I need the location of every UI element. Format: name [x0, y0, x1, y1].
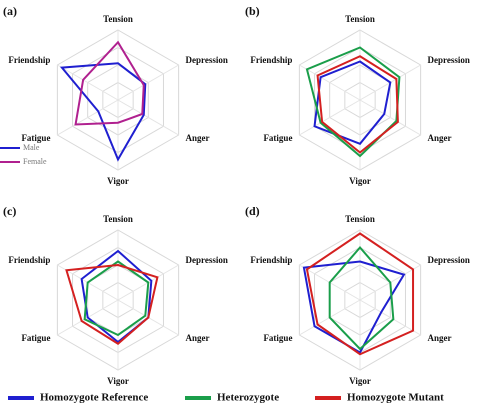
spoke — [299, 99, 361, 136]
axis-label: Friendship — [8, 255, 50, 265]
axis-label: Fatigue — [263, 133, 292, 143]
axis-label: Vigor — [349, 376, 371, 386]
spoke — [359, 299, 421, 336]
axis-label: Tension — [103, 214, 133, 224]
panel-label: (d) — [245, 204, 260, 218]
axis-label: Vigor — [107, 176, 129, 186]
legend-label: Female — [23, 157, 47, 166]
panel-label: (b) — [245, 4, 260, 18]
axis-label: Anger — [428, 133, 452, 143]
legend-label: Male — [23, 143, 40, 152]
axis-label: Anger — [186, 333, 210, 343]
series-line — [74, 40, 145, 126]
series-line — [316, 55, 399, 154]
series-line — [305, 232, 415, 356]
spoke — [57, 64, 119, 101]
legend-label: Heterozygote — [217, 392, 279, 404]
series-line — [59, 62, 147, 162]
series-line — [313, 60, 392, 145]
spoke — [359, 99, 421, 136]
axis-label: Tension — [345, 214, 375, 224]
axis-label: Vigor — [349, 176, 371, 186]
axis-label: Depression — [186, 255, 228, 265]
axis-label: Fatigue — [21, 333, 50, 343]
axis-label: Depression — [428, 255, 470, 265]
axis-label: Fatigue — [21, 133, 50, 143]
legend-label: Homozygote Reference — [40, 392, 148, 404]
axis-label: Friendship — [8, 55, 50, 65]
axis-label: Friendship — [250, 55, 292, 65]
axis-label: Fatigue — [263, 333, 292, 343]
axis-label: Anger — [428, 333, 452, 343]
legend-label: Homozygote Mutant — [347, 392, 444, 404]
axis-label: Vigor — [107, 376, 129, 386]
panel-label: (c) — [3, 204, 16, 218]
spoke — [117, 99, 179, 136]
series-line — [328, 245, 395, 351]
spoke — [57, 99, 119, 136]
axis-label: Anger — [186, 133, 210, 143]
panel-label: (a) — [3, 4, 17, 18]
series-line — [80, 249, 153, 344]
series-line — [65, 263, 159, 345]
series-line — [302, 260, 406, 354]
axis-label: Tension — [345, 14, 375, 24]
axis-label: Tension — [103, 14, 133, 24]
spoke — [117, 64, 179, 101]
spoke — [299, 64, 361, 101]
axis-label: Depression — [428, 55, 470, 65]
axis-label: Depression — [186, 55, 228, 65]
series-line — [305, 46, 401, 158]
axis-label: Friendship — [250, 255, 292, 265]
series-line — [83, 260, 150, 337]
